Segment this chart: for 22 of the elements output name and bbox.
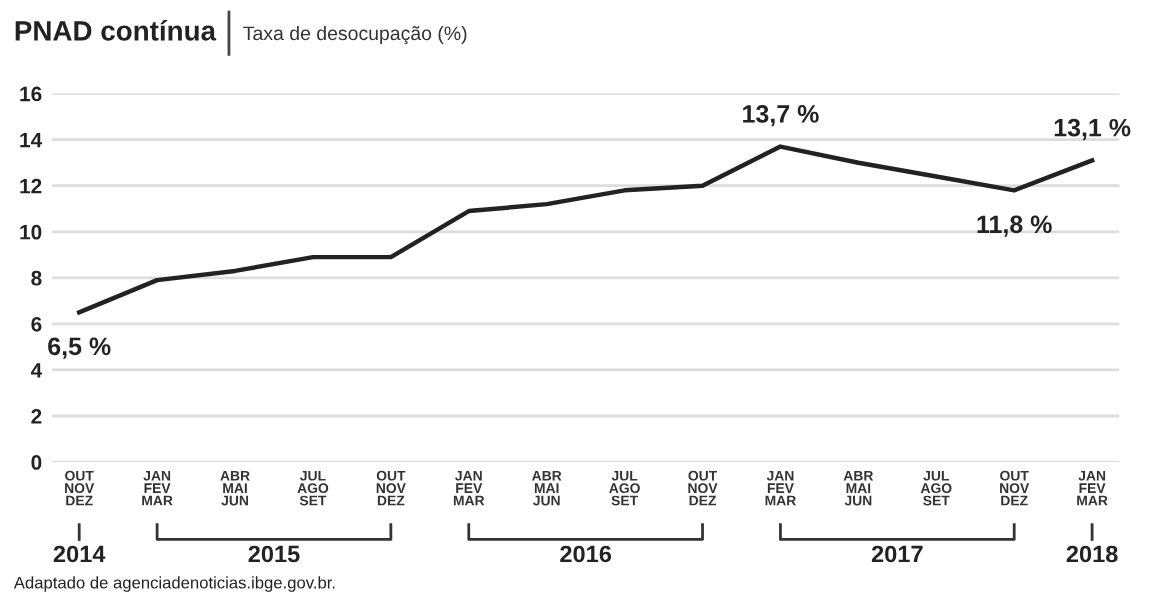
data-label: 6,5 %	[48, 337, 111, 359]
data-label: 13,1 %	[1054, 118, 1131, 141]
y-tick-label: 6	[31, 316, 42, 332]
text: 2015	[248, 545, 300, 563]
y-tick-label: 12	[20, 178, 42, 194]
chart-title: PNAD contínua	[15, 20, 217, 41]
text: Adaptado de agenciadenoticias.ibge.gov.br.	[13, 576, 335, 592]
text: 2018	[1066, 545, 1118, 563]
data-label: 11,8 %	[977, 215, 1052, 237]
y-tick-label: 14	[20, 132, 43, 148]
text: 2014	[53, 545, 106, 563]
y-tick-label: 16	[20, 86, 42, 102]
y-tick-label: 8	[31, 270, 42, 286]
y-tick-label: 2	[31, 409, 42, 424]
text: 2017	[871, 545, 923, 563]
text: 2016	[560, 545, 612, 563]
line-series	[76, 144, 1095, 315]
chart-subtitle: Taxa de desocupação (%)	[243, 25, 467, 45]
data-label: 13,7 %	[743, 105, 819, 127]
y-tick-label: 10	[20, 224, 42, 240]
y-tick-label: 0	[31, 455, 42, 470]
y-tick-label: 4	[30, 363, 43, 378]
